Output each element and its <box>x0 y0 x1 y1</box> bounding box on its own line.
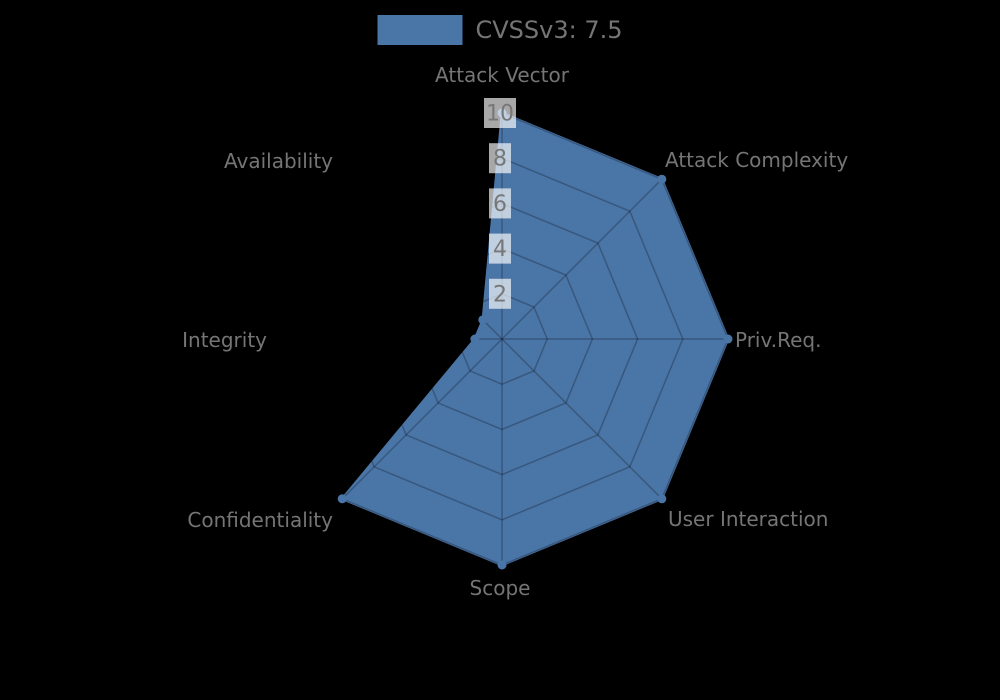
svg-text:6: 6 <box>493 192 507 217</box>
legend: CVSSv3: 7.5 <box>377 15 623 45</box>
legend-swatch <box>377 15 463 45</box>
axis-label-confidentiality: Confidentiality <box>187 508 333 532</box>
svg-text:8: 8 <box>493 147 507 172</box>
axis-label-attack-vector: Attack Vector <box>435 63 569 87</box>
svg-text:10: 10 <box>486 102 514 127</box>
axis-label-user-interaction: User Interaction <box>668 507 829 531</box>
axis-label-scope: Scope <box>469 576 531 600</box>
axis-label-priv-req: Priv.Req. <box>735 328 822 352</box>
radial-tick-labels: 2 4 6 8 10 <box>484 98 516 309</box>
axis-label-integrity: Integrity <box>182 328 267 352</box>
axis-label-availability: Availability <box>223 149 333 173</box>
axis-label-attack-complexity: Attack Complexity <box>665 148 849 172</box>
legend-label: CVSSv3: 7.5 <box>475 16 623 44</box>
svg-text:4: 4 <box>493 237 507 262</box>
svg-text:2: 2 <box>493 282 507 307</box>
